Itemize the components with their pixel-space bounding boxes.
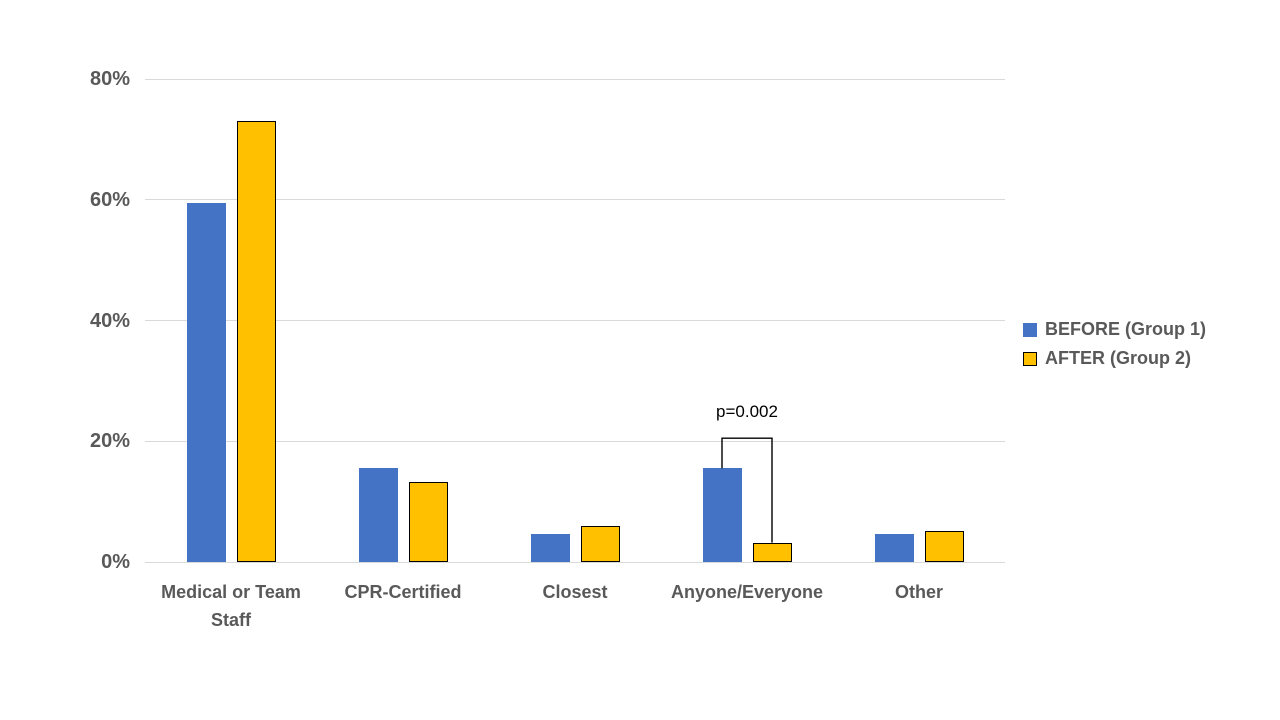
- legend-label-after: AFTER (Group 2): [1045, 348, 1191, 368]
- y-axis-tick-0: 0%: [101, 551, 130, 573]
- legend-item-after: AFTER (Group 2): [1023, 348, 1206, 369]
- legend-item-before: BEFORE (Group 1): [1023, 319, 1206, 340]
- x-axis-label-closest: Closest: [542, 582, 608, 602]
- x-axis-label-medical-or-team-staff: Medical or Team Staff: [161, 582, 301, 630]
- y-axis-tick-20: 20%: [89, 430, 130, 453]
- gridline-60: [145, 199, 1005, 201]
- bar-before-closest: [530, 533, 570, 562]
- gridline-0: [145, 561, 1005, 563]
- x-axis-label-cpr-certified: CPR-Certified: [344, 582, 462, 602]
- x-axis-label-anyone-everyone: Anyone/Everyone: [670, 582, 824, 602]
- legend-swatch-before-icon: [1023, 322, 1037, 337]
- bar-before-other: [874, 533, 914, 562]
- bar-after-medical-or-team-staff: [236, 121, 276, 562]
- y-axis-tick-40: 40%: [89, 309, 130, 332]
- gridline-20: [145, 440, 1005, 442]
- x-axis-label-other: Other: [894, 582, 943, 602]
- gridline-80: [145, 78, 1005, 80]
- bar-after-anyone-everyone: [752, 542, 792, 562]
- p-value-annotation: p=0.002: [716, 402, 778, 422]
- bar-before-cpr-certified: [358, 468, 398, 562]
- legend: BEFORE (Group 1) AFTER (Group 2): [1023, 319, 1206, 369]
- bar-after-closest: [580, 525, 620, 562]
- gridline-40: [145, 320, 1005, 321]
- bar-before-anyone-everyone: [702, 468, 742, 562]
- legend-swatch-after-icon: [1023, 351, 1037, 366]
- bar-after-other: [924, 531, 964, 562]
- y-axis-tick-80: 80%: [89, 68, 130, 90]
- bar-before-medical-or-team-staff: [186, 202, 226, 562]
- y-axis-tick-60: 60%: [89, 188, 130, 211]
- bar-after-cpr-certified: [408, 482, 448, 562]
- legend-label-before: BEFORE (Group 1): [1045, 319, 1206, 339]
